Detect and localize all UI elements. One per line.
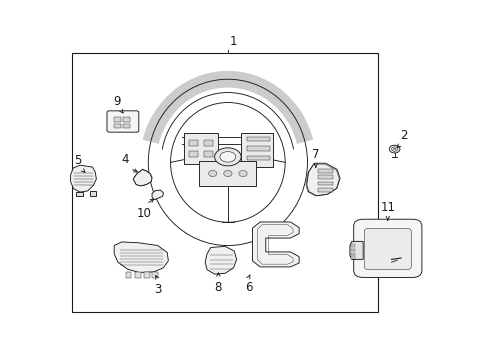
Text: 9: 9 — [113, 95, 121, 108]
Bar — [350, 253, 354, 255]
Ellipse shape — [388, 145, 399, 153]
Bar — [317, 188, 332, 192]
Text: 8: 8 — [214, 281, 222, 294]
Text: 6: 6 — [244, 281, 252, 294]
Polygon shape — [205, 246, 236, 274]
Bar — [204, 151, 212, 157]
Bar — [72, 53, 377, 312]
Bar — [189, 140, 197, 146]
Text: 3: 3 — [154, 283, 161, 296]
Text: 4: 4 — [122, 153, 129, 166]
Ellipse shape — [391, 147, 397, 151]
Text: 2: 2 — [400, 129, 407, 141]
FancyBboxPatch shape — [107, 111, 139, 132]
Bar — [317, 175, 332, 179]
Bar — [114, 123, 121, 128]
Polygon shape — [135, 273, 141, 278]
Ellipse shape — [223, 170, 232, 176]
Polygon shape — [252, 222, 299, 267]
Bar — [246, 136, 269, 141]
Polygon shape — [76, 192, 82, 197]
Bar — [184, 133, 218, 164]
Polygon shape — [114, 242, 168, 273]
Polygon shape — [152, 190, 163, 200]
Polygon shape — [133, 169, 152, 186]
Ellipse shape — [393, 148, 395, 150]
Polygon shape — [152, 273, 158, 278]
Text: 7: 7 — [311, 148, 319, 161]
Polygon shape — [125, 273, 131, 278]
Bar — [350, 244, 354, 247]
Bar — [114, 117, 121, 122]
Ellipse shape — [208, 170, 217, 176]
Ellipse shape — [214, 148, 241, 166]
Text: 11: 11 — [380, 201, 394, 214]
Text: 10: 10 — [136, 207, 151, 220]
Bar — [189, 151, 197, 157]
Ellipse shape — [220, 152, 235, 162]
Bar — [241, 133, 273, 167]
Ellipse shape — [148, 79, 307, 246]
Bar — [246, 156, 269, 161]
Bar — [317, 169, 332, 173]
Text: 1: 1 — [229, 35, 237, 48]
Bar — [350, 256, 354, 258]
Polygon shape — [349, 242, 363, 260]
Bar — [317, 181, 332, 185]
Ellipse shape — [238, 170, 247, 176]
Polygon shape — [90, 191, 96, 195]
Polygon shape — [70, 165, 96, 192]
Polygon shape — [306, 163, 339, 195]
Text: 5: 5 — [74, 154, 81, 167]
Bar — [123, 123, 130, 128]
Bar — [246, 146, 269, 151]
FancyBboxPatch shape — [364, 228, 410, 270]
Polygon shape — [144, 273, 150, 278]
Bar — [204, 140, 212, 146]
Bar — [199, 161, 256, 186]
Bar — [350, 249, 354, 251]
Ellipse shape — [170, 103, 285, 222]
Bar — [123, 117, 130, 122]
FancyBboxPatch shape — [353, 219, 421, 278]
